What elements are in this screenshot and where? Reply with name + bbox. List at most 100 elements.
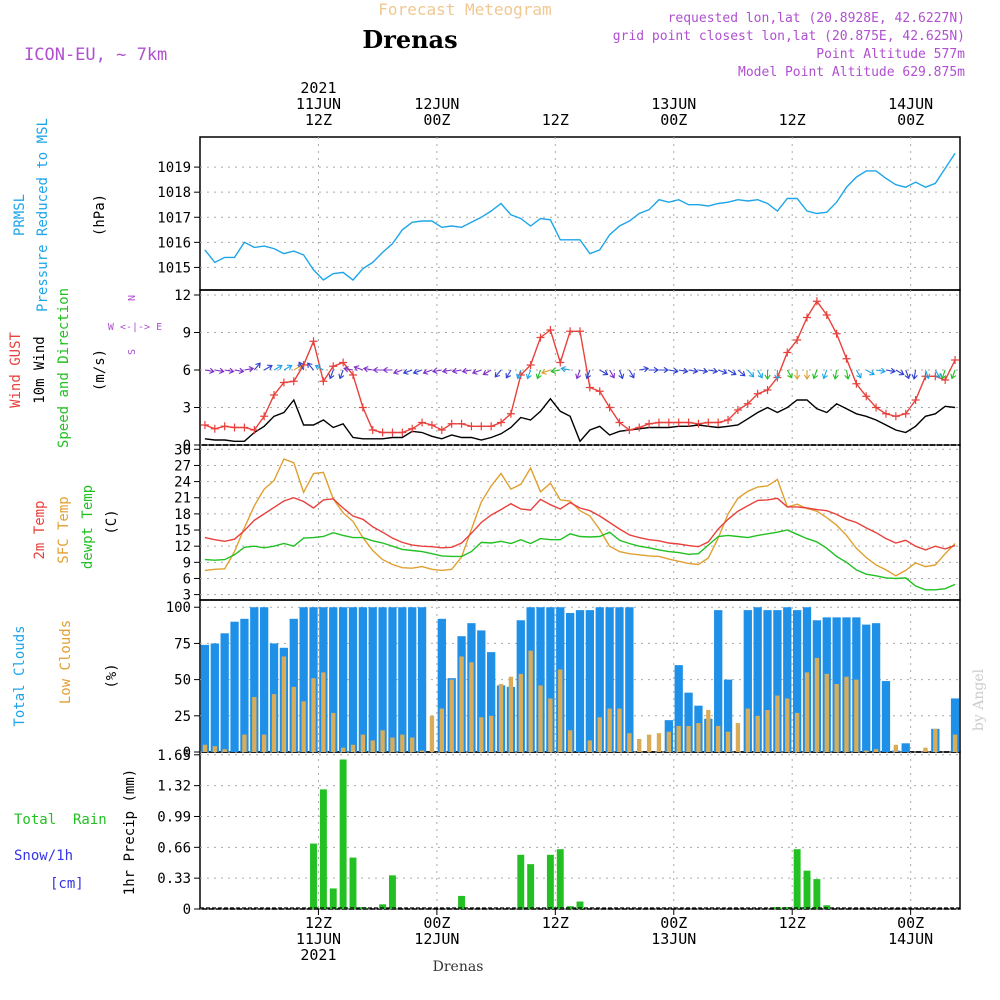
low-cloud-bar-27 bbox=[469, 662, 474, 752]
clouds-tick-label-4: 100 bbox=[166, 600, 191, 616]
wind-arrow-19 bbox=[382, 366, 393, 374]
low-cloud-bar-53 bbox=[725, 731, 731, 752]
top-time-label-1-0: 12JUN bbox=[414, 95, 459, 113]
bottom-time-label-5-1: 14JUN bbox=[888, 930, 933, 948]
grid-coords: grid point closest lon,lat (20.875E, 42.… bbox=[613, 29, 965, 44]
precip-label-rain: Total Rain bbox=[14, 812, 107, 828]
wind-arrow-0 bbox=[204, 367, 215, 375]
gust-point-61 bbox=[803, 313, 812, 322]
rain-bar-1-5 bbox=[823, 905, 831, 909]
gust-point-51 bbox=[704, 418, 713, 427]
wind-arrow-10 bbox=[298, 361, 305, 371]
low-cloud-bar-46 bbox=[656, 733, 662, 752]
wind-arrow-6 bbox=[263, 364, 273, 371]
gust-point-42 bbox=[615, 418, 624, 427]
wind-tick-label-0: 0 bbox=[183, 438, 191, 454]
wind-arrow-70 bbox=[895, 369, 905, 376]
wind-arrow-43 bbox=[628, 369, 635, 379]
gust-point-9 bbox=[289, 377, 298, 386]
gust-point-75 bbox=[941, 376, 950, 384]
gust-point-41 bbox=[605, 403, 614, 412]
gust-point-15 bbox=[348, 371, 357, 379]
low-cloud-bar-24 bbox=[439, 708, 444, 752]
rain-bar-0-17 bbox=[556, 849, 564, 909]
total-cloud-bar-4 bbox=[240, 618, 249, 752]
gust-point-55 bbox=[743, 399, 752, 408]
temp-unit: (C) bbox=[104, 509, 120, 534]
wind-arrow-28 bbox=[471, 368, 482, 375]
gust-point-76 bbox=[951, 356, 960, 364]
gust-point-69 bbox=[881, 409, 890, 418]
low-cloud-bar-20 bbox=[400, 734, 405, 752]
low-cloud-bar-30 bbox=[498, 683, 504, 752]
wind-arrow-54 bbox=[737, 369, 746, 377]
wind-arrow-23 bbox=[422, 368, 433, 375]
rain-bar-1-2 bbox=[793, 849, 801, 909]
precip-series bbox=[200, 759, 960, 909]
total-cloud-bar-58 bbox=[773, 610, 782, 752]
compass-ew: W <-|-> E bbox=[108, 322, 162, 333]
gust-point-28 bbox=[477, 422, 486, 431]
requested-coords: requested lon,lat (20.8928E, 42.6227N) bbox=[668, 11, 965, 26]
gust-point-2 bbox=[220, 422, 229, 431]
gust-point-34 bbox=[536, 333, 545, 342]
bottom-time-label-0-1: 11JUN bbox=[296, 930, 341, 948]
total-cloud-bar-5 bbox=[250, 607, 259, 752]
gust-point-30 bbox=[497, 418, 506, 427]
total-cloud-bar-38 bbox=[575, 610, 585, 752]
gust-point-21 bbox=[408, 424, 417, 433]
gust-point-32 bbox=[516, 371, 525, 379]
wind-arrow-52 bbox=[717, 368, 728, 375]
total-cloud-bar-14 bbox=[338, 607, 348, 752]
low-cloud-bar-62 bbox=[814, 657, 820, 752]
gust-point-0 bbox=[200, 421, 209, 429]
wind-10m-line bbox=[204, 397, 956, 443]
total-cloud-bar-16 bbox=[358, 607, 368, 752]
gust-point-67 bbox=[862, 392, 871, 401]
low-cloud-bar-11 bbox=[311, 678, 316, 752]
footer-location: Drenas bbox=[433, 959, 484, 975]
gust-point-27 bbox=[467, 422, 476, 431]
low-cloud-bar-56 bbox=[755, 715, 760, 752]
rain-bar-0-7 bbox=[379, 904, 387, 909]
total-cloud-bar-55 bbox=[743, 610, 752, 752]
gust-point-38 bbox=[576, 327, 584, 336]
wind-arrow-41 bbox=[609, 369, 615, 379]
wind-arrow-27 bbox=[461, 367, 472, 375]
gust-point-3 bbox=[230, 423, 239, 432]
wind-arrow-16 bbox=[353, 365, 364, 372]
temp-label-2m: 2m Temp bbox=[32, 500, 48, 559]
pressure-panel: PRMSL Pressure Reduced to MSL (hPa) 1015… bbox=[12, 118, 960, 312]
pressure-tick-label-1: 1016 bbox=[157, 235, 191, 251]
wind-label-gust: Wind GUST bbox=[8, 332, 24, 408]
wind-arrow-47 bbox=[668, 367, 679, 375]
clouds-tick-label-1: 25 bbox=[174, 709, 191, 725]
low-cloud-bar-36 bbox=[558, 669, 563, 752]
wind-arrow-15 bbox=[343, 365, 354, 373]
low-cloud-bar-44 bbox=[637, 738, 642, 752]
total-cloud-bar-15 bbox=[348, 607, 358, 752]
wind-arrow-76 bbox=[950, 369, 957, 380]
total-cloud-bar-43 bbox=[625, 607, 634, 752]
wind-arrow-50 bbox=[698, 367, 709, 375]
temp-tick-label-6: 21 bbox=[174, 491, 191, 507]
top-time-label-5-0: 14JUN bbox=[888, 95, 933, 113]
wind-arrow-1 bbox=[214, 367, 225, 375]
wind-arrow-20 bbox=[392, 368, 403, 375]
gust-point-60 bbox=[793, 336, 802, 344]
gust-point-17 bbox=[368, 426, 377, 434]
total-cloud-bar-24 bbox=[437, 618, 446, 752]
precip-label-snow: Snow/1h bbox=[14, 848, 73, 864]
bottom-time-label-0-2: 2021 bbox=[300, 946, 336, 964]
wind-arrow-13 bbox=[328, 369, 335, 380]
gust-point-64 bbox=[832, 329, 841, 338]
low-cloud-bar-57 bbox=[765, 710, 770, 752]
wind-tick-label-1: 3 bbox=[183, 401, 191, 417]
total-cloud-bar-35 bbox=[546, 607, 555, 752]
total-cloud-bar-56 bbox=[753, 607, 762, 752]
temp-tick-label-7: 24 bbox=[174, 475, 191, 491]
gust-point-71 bbox=[901, 409, 910, 418]
model-altitude: Model Point Altitude 629.875m bbox=[738, 65, 965, 80]
total-cloud-bar-18 bbox=[378, 607, 387, 752]
wind-arrow-31 bbox=[505, 369, 512, 379]
